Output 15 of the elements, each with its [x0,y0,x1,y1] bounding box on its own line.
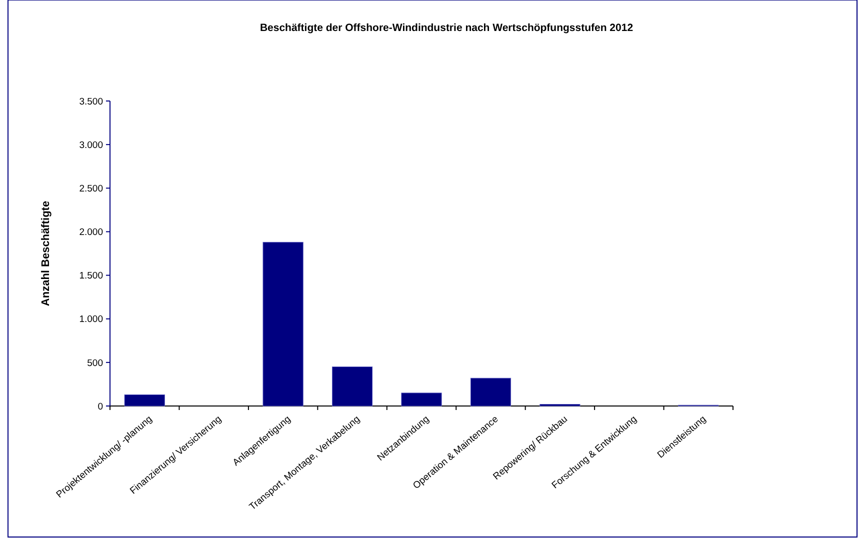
y-tick-label: 2.500 [79,183,103,194]
y-tick-label: 1.000 [79,314,103,326]
y-tick-label: 0 [98,401,103,412]
bar [124,394,165,406]
bar [470,378,512,406]
y-tick-label: 3.000 [79,140,103,151]
chart-title: Beschäftigte der Offshore-Windindustrie nach Wertschöpfungsstufen 2012 [260,22,634,34]
bar [332,366,373,406]
y-tick-label: 3.500 [79,96,103,108]
y-tick-label: 1.500 [79,270,103,282]
bar [262,242,304,406]
y-tick-label: 500 [87,358,103,369]
y-tick-label: 2.000 [79,227,103,238]
y-axis-title: Anzahl Beschäftigte [40,200,52,306]
bar [401,392,442,406]
